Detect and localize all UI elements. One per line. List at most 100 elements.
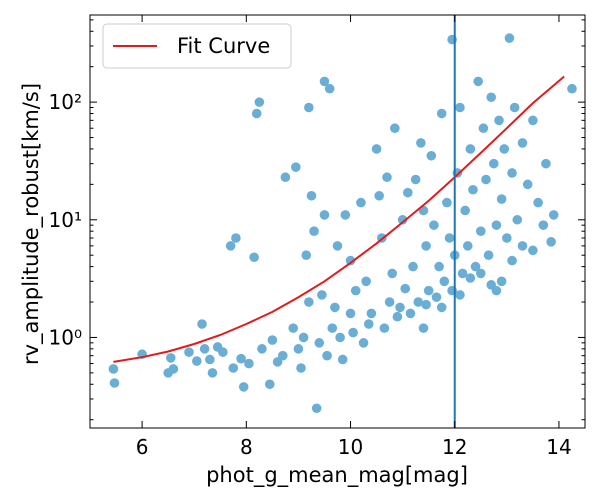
data-point bbox=[481, 174, 491, 185]
data-point bbox=[408, 261, 418, 272]
y-tick-label: 10² bbox=[49, 90, 82, 114]
data-point bbox=[335, 332, 345, 343]
legend: Fit Curve bbox=[102, 23, 292, 69]
data-point bbox=[371, 144, 382, 154]
data-point bbox=[319, 76, 330, 87]
data-point bbox=[455, 290, 465, 300]
data-point bbox=[218, 347, 228, 357]
data-point bbox=[168, 364, 179, 374]
data-point bbox=[231, 233, 241, 243]
data-point bbox=[340, 210, 351, 220]
fit-curve-line bbox=[113, 75, 565, 363]
data-point bbox=[293, 344, 304, 354]
data-point bbox=[491, 285, 502, 296]
data-point bbox=[517, 241, 528, 251]
data-point bbox=[298, 332, 309, 343]
data-point bbox=[512, 214, 523, 225]
data-point bbox=[395, 302, 405, 313]
data-point bbox=[199, 344, 210, 354]
data-point bbox=[403, 187, 413, 198]
data-point bbox=[109, 378, 120, 388]
data-point bbox=[436, 302, 447, 313]
data-point bbox=[304, 102, 314, 113]
data-point bbox=[410, 174, 421, 185]
y-axis-ticks: 10⁰ 10¹ 10² bbox=[49, 19, 585, 421]
data-point bbox=[473, 76, 483, 87]
data-point bbox=[350, 285, 361, 296]
data-point bbox=[165, 353, 176, 363]
data-point bbox=[288, 323, 299, 333]
data-point bbox=[489, 158, 499, 169]
data-point bbox=[257, 344, 267, 354]
data-point bbox=[304, 297, 314, 307]
data-point bbox=[423, 285, 434, 296]
data-point bbox=[548, 210, 559, 220]
data-point bbox=[499, 144, 510, 154]
x-axis-ticks: 6 8 10 12 14 bbox=[136, 15, 572, 459]
plot-frame bbox=[89, 14, 586, 429]
x-tick-label: 12 bbox=[442, 435, 467, 459]
data-point bbox=[504, 33, 515, 43]
data-point bbox=[322, 350, 332, 361]
data-point bbox=[528, 245, 538, 256]
y-tick-label: 10¹ bbox=[49, 208, 82, 232]
data-point bbox=[538, 220, 549, 230]
data-point bbox=[434, 261, 444, 272]
data-point bbox=[502, 233, 512, 243]
data-point bbox=[496, 276, 507, 287]
data-point bbox=[291, 162, 301, 172]
data-point bbox=[384, 297, 395, 307]
data-point bbox=[366, 308, 377, 319]
data-point bbox=[468, 184, 478, 195]
data-point bbox=[379, 323, 390, 333]
data-point bbox=[238, 382, 249, 392]
data-point bbox=[184, 347, 194, 357]
data-point bbox=[277, 350, 288, 361]
data-point bbox=[345, 308, 356, 319]
data-point bbox=[264, 379, 275, 390]
data-point bbox=[436, 108, 447, 119]
data-point bbox=[332, 241, 343, 251]
data-point bbox=[431, 292, 442, 302]
data-point bbox=[314, 338, 325, 348]
data-point bbox=[108, 364, 119, 374]
data-point bbox=[296, 363, 306, 373]
data-point bbox=[317, 290, 327, 300]
legend-label-fit-curve: Fit Curve bbox=[177, 34, 270, 58]
data-point bbox=[475, 226, 486, 236]
data-point bbox=[205, 354, 215, 365]
data-point bbox=[358, 338, 369, 348]
x-axis-label: phot_g_mean_mag[mag] bbox=[206, 463, 468, 488]
data-point bbox=[374, 190, 384, 201]
data-point bbox=[348, 327, 358, 338]
y-tick-label: 10⁰ bbox=[49, 325, 82, 349]
data-point bbox=[465, 273, 476, 283]
data-point bbox=[418, 323, 429, 333]
data-point bbox=[249, 252, 259, 263]
data-point bbox=[382, 172, 392, 183]
legend-box bbox=[102, 23, 292, 69]
data-point bbox=[306, 190, 317, 201]
data-point bbox=[345, 255, 356, 266]
data-point bbox=[228, 363, 239, 373]
data-point bbox=[267, 335, 278, 345]
data-point bbox=[390, 123, 400, 134]
x-tick-label: 6 bbox=[136, 435, 149, 459]
data-point bbox=[356, 197, 366, 208]
data-point bbox=[324, 83, 335, 94]
data-point bbox=[405, 308, 416, 319]
data-point bbox=[327, 323, 338, 333]
data-point bbox=[465, 144, 476, 154]
data-point bbox=[567, 83, 577, 94]
data-point bbox=[426, 150, 437, 161]
data-point bbox=[397, 214, 408, 225]
data-point bbox=[541, 158, 551, 169]
data-point bbox=[361, 276, 371, 287]
data-point bbox=[455, 102, 465, 113]
data-point bbox=[225, 241, 236, 251]
data-point bbox=[192, 356, 202, 366]
data-point bbox=[507, 255, 517, 266]
data-point bbox=[244, 358, 254, 369]
data-point bbox=[457, 268, 468, 279]
